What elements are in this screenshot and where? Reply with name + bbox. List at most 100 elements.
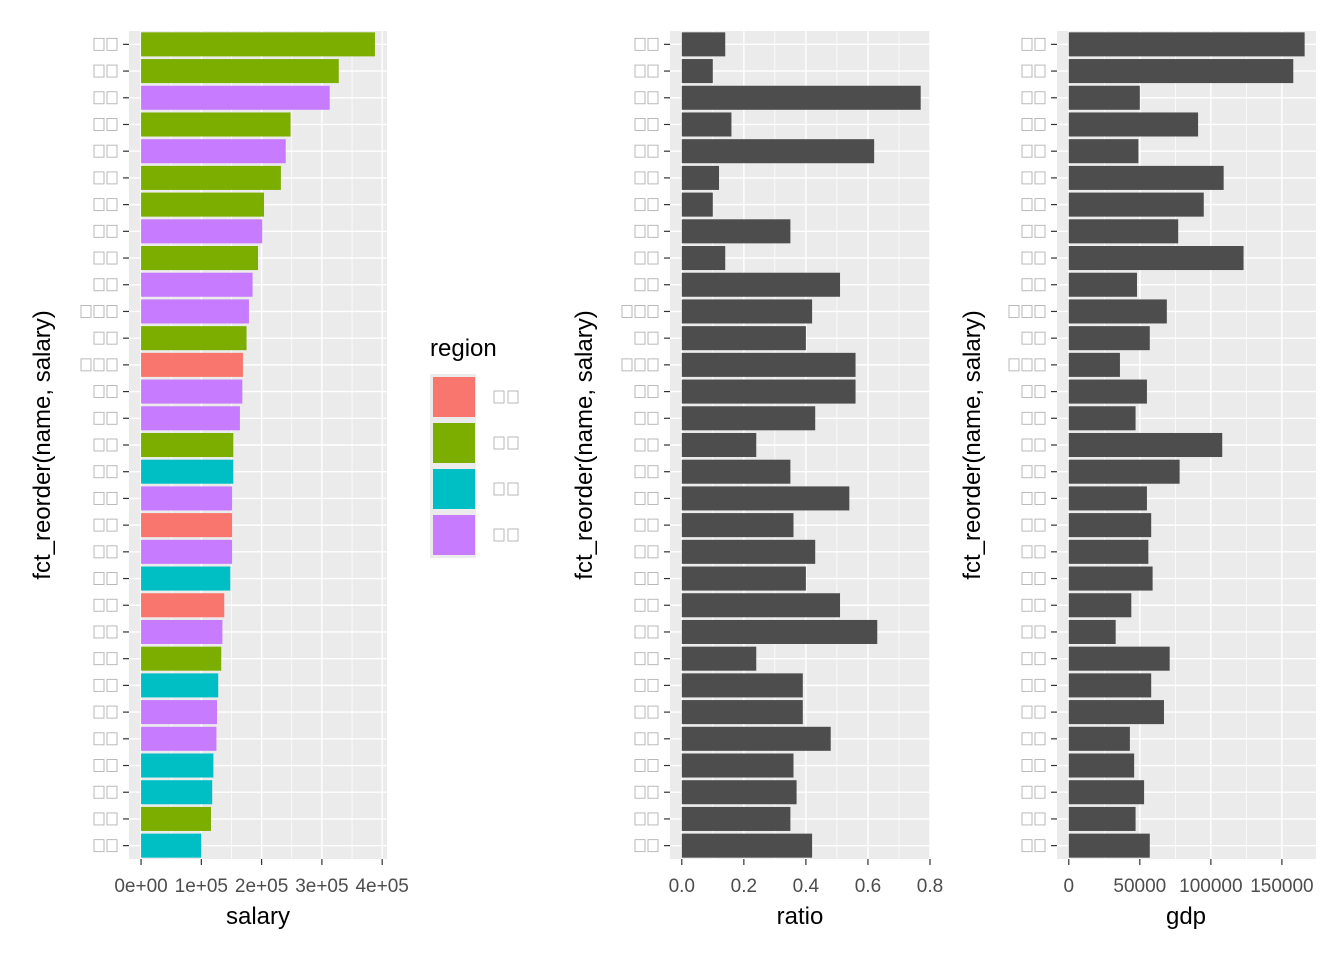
tofu-glyph: [106, 625, 118, 639]
tofu-glyph: [1021, 785, 1033, 799]
tofu-glyph: [1021, 465, 1033, 479]
tofu-glyph: [106, 144, 118, 158]
tofu-glyph: [106, 331, 118, 345]
tofu-glyph: [93, 305, 105, 318]
bar: [141, 486, 233, 511]
tofu-glyph: [647, 598, 659, 612]
legend-label: [493, 528, 519, 542]
y-tick-label: [1021, 438, 1046, 452]
bar: [681, 486, 850, 511]
y-tick-label: [1021, 839, 1046, 853]
bar: [681, 192, 713, 217]
tofu-glyph: [634, 678, 646, 692]
x-tick-label: 0.2: [731, 876, 757, 897]
bar: [681, 272, 841, 297]
y-tick-label: [93, 518, 118, 532]
bar: [1068, 219, 1179, 244]
tofu-glyph: [1021, 598, 1033, 612]
tofu-glyph: [1034, 705, 1046, 719]
gdp-y-axis-title: fct_reorder(name, salary): [959, 310, 986, 579]
y-tick-label: [93, 545, 118, 559]
x-tick-label: 3e+05: [295, 876, 348, 897]
tofu-glyph: [1021, 705, 1033, 719]
y-tick-label: [1008, 358, 1046, 372]
tofu-glyph: [647, 171, 659, 185]
tofu-glyph: [1034, 678, 1046, 692]
tofu-glyph: [93, 331, 105, 345]
tofu-glyph: [1034, 358, 1046, 372]
y-tick-label: [93, 331, 118, 345]
bar: [681, 539, 816, 564]
tofu-glyph: [93, 491, 105, 505]
bar: [141, 219, 263, 244]
x-tick-label: 0.6: [855, 876, 881, 897]
tofu-glyph: [106, 732, 118, 746]
tofu-glyph: [106, 759, 118, 772]
y-tick-label: [93, 278, 118, 292]
tofu-glyph: [634, 625, 646, 639]
y-tick-label: [93, 598, 118, 612]
y-tick-label: [634, 678, 659, 692]
tofu-glyph: [647, 305, 659, 318]
tofu-glyph: [93, 358, 105, 372]
tofu-glyph: [634, 759, 646, 772]
tofu-glyph: [106, 785, 118, 799]
bar: [681, 513, 794, 538]
tofu-glyph: [93, 518, 105, 532]
bar: [1068, 379, 1147, 404]
tofu-glyph: [80, 358, 92, 372]
tofu-glyph: [1021, 144, 1033, 158]
tofu-glyph: [1034, 598, 1046, 612]
tofu-glyph: [634, 438, 646, 452]
tofu-glyph: [647, 705, 659, 719]
y-tick-label: [634, 171, 659, 185]
tofu-glyph: [1021, 652, 1033, 666]
y-tick-label: [634, 64, 659, 78]
y-tick-label: [93, 812, 118, 826]
tofu-glyph: [634, 144, 646, 158]
bar: [1068, 619, 1116, 644]
tofu-glyph: [1008, 305, 1020, 318]
tofu-glyph: [106, 545, 118, 559]
bar: [1068, 566, 1153, 591]
panel-salary: 0e+00 1e+05 2e+05 3e+05 4e+05 salary fct_reo…: [29, 31, 409, 930]
bar: [141, 539, 233, 564]
y-tick-label: [1021, 411, 1046, 425]
tofu-glyph: [93, 438, 105, 452]
tofu-glyph: [1034, 305, 1046, 318]
tofu-glyph: [106, 224, 118, 238]
y-tick-label: [1021, 572, 1046, 585]
y-tick-label: [1021, 64, 1046, 78]
bar: [681, 806, 791, 831]
bar: [1068, 165, 1224, 190]
tofu-glyph: [93, 812, 105, 826]
panel-ratio: 0.0 0.2 0.4 0.6 0.8 ratio fct_reorder(name, …: [571, 31, 943, 930]
tofu-glyph: [634, 411, 646, 425]
tofu-glyph: [93, 598, 105, 612]
y-tick-label: [634, 785, 659, 799]
tofu-glyph: [634, 385, 646, 399]
x-tick-label: 4e+05: [355, 876, 408, 897]
tofu-glyph: [1021, 491, 1033, 505]
legend-key: [433, 377, 475, 417]
bar: [681, 59, 713, 84]
tofu-glyph: [634, 572, 646, 585]
y-tick-label: [634, 625, 659, 639]
legend-label: [493, 436, 519, 450]
bar: [1068, 806, 1136, 831]
bar: [1068, 32, 1305, 57]
tofu-glyph: [1021, 839, 1033, 853]
legend-key: [433, 515, 475, 555]
tofu-glyph: [106, 465, 118, 479]
tofu-glyph: [1008, 358, 1020, 372]
tofu-glyph: [106, 37, 118, 51]
bar: [681, 85, 921, 110]
tofu-glyph: [493, 436, 505, 450]
tofu-glyph: [106, 385, 118, 399]
tofu-glyph: [647, 278, 659, 292]
y-tick-label: [621, 358, 659, 372]
y-tick-label: [1021, 331, 1046, 345]
ratio-y-axis-title: fct_reorder(name, salary): [571, 310, 598, 579]
tofu-glyph: [634, 251, 646, 265]
tofu-glyph: [93, 37, 105, 51]
